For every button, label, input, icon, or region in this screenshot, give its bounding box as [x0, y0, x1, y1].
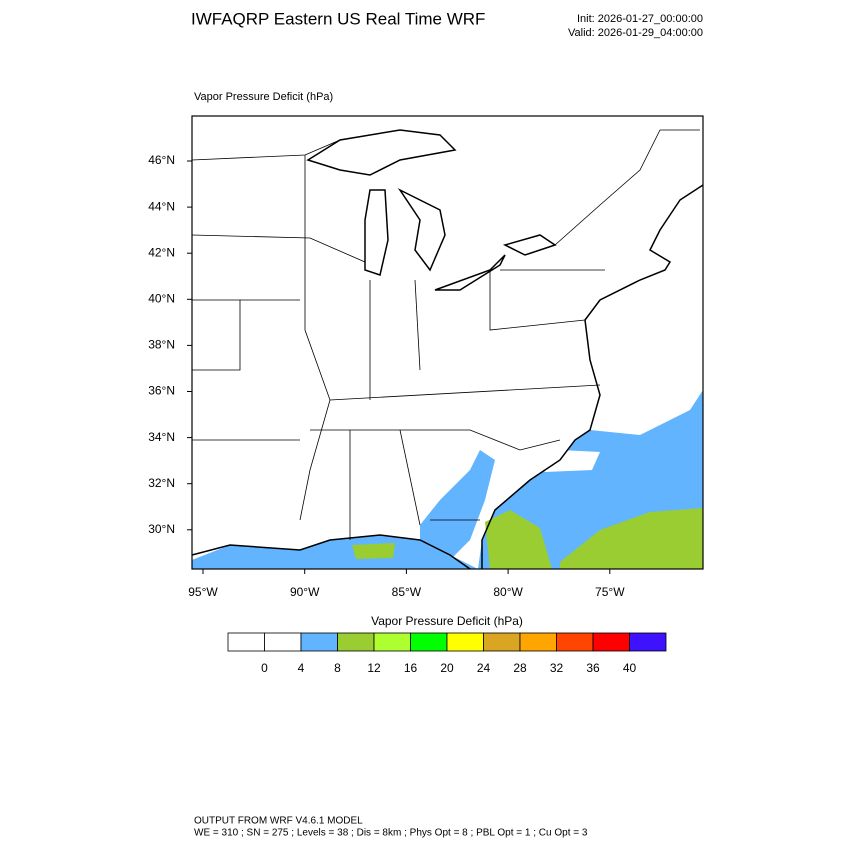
- green-patch: [485, 510, 552, 569]
- lon-label: 75°W: [595, 585, 625, 599]
- colorbar-box: [410, 632, 448, 652]
- lat-label: 42°N: [148, 245, 175, 259]
- lat-label: 34°N: [148, 430, 175, 444]
- colorbar: 0 4 8 12 16 20 24 28 32 36 40: [227, 632, 667, 675]
- map: [191, 115, 704, 570]
- colorbar-tick-label: 32: [550, 661, 564, 675]
- field-label: Vapor Pressure Deficit (hPa): [194, 91, 333, 103]
- lon-label: 95°W: [188, 585, 218, 599]
- colorbar-box: [300, 632, 338, 652]
- colorbar-box: [592, 632, 630, 652]
- green-patch: [352, 543, 395, 559]
- init-time: Init: 2026-01-27_00:00:00: [577, 13, 703, 25]
- land-shading: [420, 450, 495, 560]
- colorbar-box: [337, 632, 375, 652]
- lon-label: 85°W: [392, 585, 422, 599]
- title: IWFAQRP Eastern US Real Time WRF: [191, 9, 485, 28]
- colorbar-box: [227, 632, 265, 652]
- lat-label: 30°N: [148, 522, 175, 536]
- map-frame: [191, 115, 704, 570]
- colorbar-tick-label: 4: [298, 661, 305, 675]
- gulf-shading: [192, 535, 478, 569]
- colorbar-tick-label: 16: [404, 661, 418, 675]
- colorbar-box: [483, 632, 521, 652]
- lon-label: 90°W: [290, 585, 320, 599]
- colorbar-tick-label: 36: [586, 661, 600, 675]
- colorbar-tick-label: 20: [440, 661, 454, 675]
- colorbar-box: [264, 632, 302, 652]
- colorbar-title: Vapor Pressure Deficit (hPa): [371, 614, 523, 628]
- colorbar-box: [556, 632, 594, 652]
- colorbar-tick-label: 24: [477, 661, 491, 675]
- colorbar-box: [629, 632, 667, 652]
- lat-label: 38°N: [148, 338, 175, 352]
- lat-label: 44°N: [148, 199, 175, 213]
- green-patch: [560, 508, 703, 569]
- colorbar-box: [519, 632, 557, 652]
- colorbar-box: [446, 632, 484, 652]
- colorbar-box: [373, 632, 411, 652]
- colorbar-tick-label: 0: [261, 661, 268, 675]
- lat-label: 32°N: [148, 476, 175, 490]
- lat-label: 46°N: [148, 153, 175, 167]
- lon-label: 80°W: [493, 585, 523, 599]
- colorbar-tick-label: 8: [334, 661, 341, 675]
- lon-labels: 95°W 90°W 85°W 80°W 75°W: [188, 569, 625, 599]
- footer-line: WE = 310 ; SN = 275 ; Levels = 38 ; Dis …: [194, 828, 588, 839]
- valid-time: Valid: 2026-01-29_04:00:00: [568, 27, 703, 39]
- borders: [191, 129, 700, 540]
- colorbar-tick-label: 40: [623, 661, 637, 675]
- lat-labels: 46°N 44°N 42°N 40°N 38°N 36°N 34°N 32°N 30°N: [148, 153, 192, 536]
- lat-label: 36°N: [148, 384, 175, 398]
- colorbar-tick-label: 12: [367, 661, 381, 675]
- footer-line: OUTPUT FROM WRF V4.6.1 MODEL: [194, 816, 363, 827]
- lat-label: 40°N: [148, 291, 175, 305]
- colorbar-tick-label: 28: [513, 661, 527, 675]
